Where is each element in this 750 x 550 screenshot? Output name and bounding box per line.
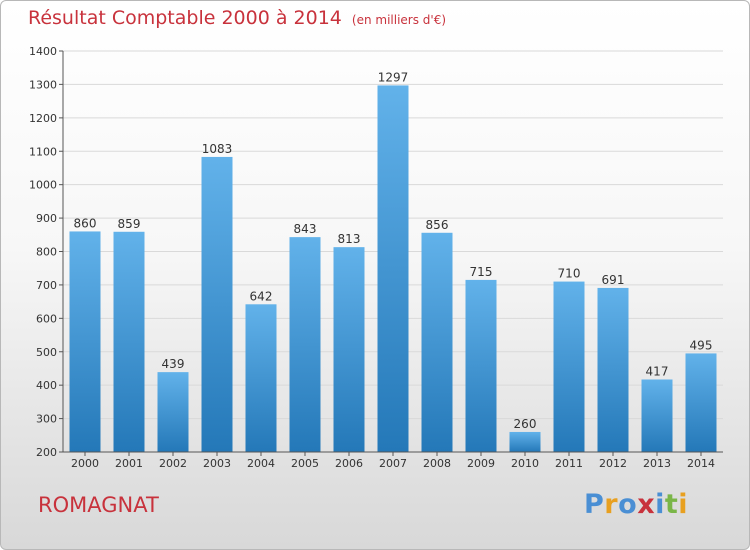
bar-value-label: 642 xyxy=(250,289,273,303)
bar-value-label: 439 xyxy=(162,357,185,371)
x-tick-label: 2000 xyxy=(71,457,99,470)
x-tick-label: 2010 xyxy=(511,457,539,470)
bar xyxy=(333,247,365,452)
bar xyxy=(69,231,101,452)
bar-value-label: 1083 xyxy=(202,142,233,156)
proxiti-logo: Proxiti xyxy=(584,489,688,520)
chart-title-main: Résultat Comptable 2000 à 2014 xyxy=(28,7,342,29)
bar xyxy=(685,353,717,452)
labels: 200 300 400 500 600 700 800 900 1000 1100 1200 1300… xyxy=(29,45,715,470)
logo-letter: r xyxy=(604,489,619,520)
bar xyxy=(377,85,409,453)
bar xyxy=(201,156,233,452)
bar xyxy=(597,287,629,452)
y-tick-label: 1400 xyxy=(29,45,57,58)
bar xyxy=(641,379,673,452)
y-tick-label: 700 xyxy=(36,279,57,292)
bar-value-label: 495 xyxy=(690,338,713,352)
bar xyxy=(157,372,189,452)
y-tick-label: 800 xyxy=(36,246,57,259)
bar xyxy=(289,237,321,452)
x-tick-label: 2002 xyxy=(159,457,187,470)
commune-name: ROMAGNAT xyxy=(38,493,159,517)
logo-letter: P xyxy=(584,489,605,520)
logo-letter: t xyxy=(664,489,679,520)
bar-value-label: 710 xyxy=(558,267,581,281)
bar-value-label: 860 xyxy=(74,216,97,230)
x-tick-label: 2005 xyxy=(291,457,319,470)
chart-title: Résultat Comptable 2000 à 2014 (en millie… xyxy=(28,7,446,29)
x-tick-label: 2013 xyxy=(643,457,671,470)
bar-value-label: 715 xyxy=(470,265,493,279)
bars xyxy=(69,85,717,453)
y-tick-label: 600 xyxy=(36,312,57,325)
x-tick-label: 2011 xyxy=(555,457,583,470)
y-tick-label: 300 xyxy=(36,413,57,426)
bar-value-label: 260 xyxy=(514,417,537,431)
x-tick-label: 2007 xyxy=(379,457,407,470)
logo-letter: i xyxy=(678,489,689,520)
y-tick-label: 400 xyxy=(36,379,57,392)
bar xyxy=(465,279,497,452)
y-tick-label: 900 xyxy=(36,212,57,225)
y-tick-label: 1000 xyxy=(29,179,57,192)
bar xyxy=(113,231,145,452)
bar-value-label: 843 xyxy=(294,222,317,236)
y-tick-label: 200 xyxy=(36,446,57,459)
bar xyxy=(553,281,585,452)
y-tick-label: 1200 xyxy=(29,112,57,125)
bar xyxy=(421,232,453,452)
bar xyxy=(245,304,277,452)
x-tick-label: 2001 xyxy=(115,457,143,470)
x-tick-label: 2012 xyxy=(599,457,627,470)
x-tick-label: 2004 xyxy=(247,457,275,470)
x-tick-label: 2003 xyxy=(203,457,231,470)
y-tick-label: 1100 xyxy=(29,145,57,158)
x-tick-label: 2006 xyxy=(335,457,363,470)
bar-value-label: 691 xyxy=(602,273,625,287)
bar-value-label: 1297 xyxy=(378,70,409,84)
x-tick-label: 2014 xyxy=(687,457,715,470)
logo-letter: i xyxy=(655,489,665,520)
bar xyxy=(509,431,541,452)
axes xyxy=(59,50,723,456)
bar-value-label: 859 xyxy=(118,217,141,231)
bar-value-label: 813 xyxy=(338,232,361,246)
x-tick-label: 2008 xyxy=(423,457,451,470)
logo-letter: o xyxy=(618,489,638,520)
chart-unit-note: (en milliers d'€) xyxy=(351,13,447,27)
bar-value-label: 856 xyxy=(426,218,449,232)
y-tick-label: 1300 xyxy=(29,78,57,91)
logo-letter: x xyxy=(637,489,656,520)
x-tick-label: 2009 xyxy=(467,457,495,470)
bar-value-label: 417 xyxy=(646,364,669,378)
y-tick-label: 500 xyxy=(36,346,57,359)
